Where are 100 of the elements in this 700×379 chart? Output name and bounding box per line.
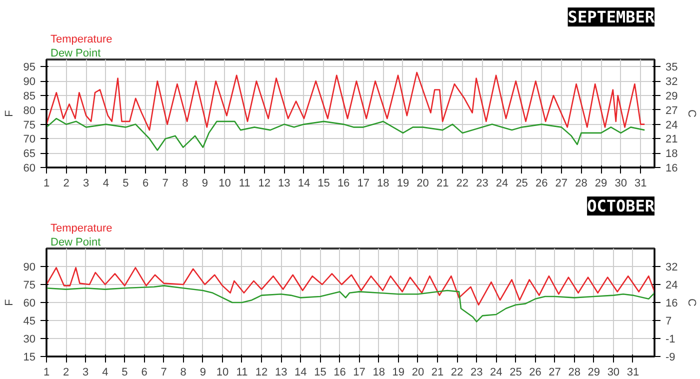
- x-tick-label: 23: [470, 366, 483, 378]
- x-tick-label: 15: [318, 178, 330, 190]
- y2-tick-label: -1: [666, 334, 676, 346]
- x-tick-label: 19: [396, 178, 410, 190]
- y2-tick-label: 18: [666, 148, 678, 160]
- x-tick-label: 31: [634, 178, 647, 190]
- x-tick-label: 27: [548, 366, 561, 378]
- line-series: [46, 72, 646, 131]
- x-tick-label: 27: [555, 178, 568, 190]
- y2-axis-title: C: [686, 298, 698, 307]
- y2-tick-label: 24: [666, 119, 678, 132]
- x-tick-label: 17: [353, 366, 366, 378]
- x-tick-label: 18: [372, 366, 385, 378]
- y-tick-label: 80: [23, 104, 36, 117]
- x-tick-label: 1: [43, 178, 50, 190]
- x-tick-label: 16: [337, 178, 350, 190]
- y-tick-label: 70: [23, 134, 36, 146]
- y-tick-label: 75: [23, 280, 36, 292]
- x-tick-label: 31: [626, 366, 640, 378]
- x-tick-label: 8: [180, 366, 186, 378]
- line-series: [46, 118, 646, 151]
- x-tick-label: 3: [83, 178, 90, 190]
- x-tick-label: 24: [490, 366, 502, 378]
- x-tick-label: 10: [218, 178, 231, 190]
- x-tick-label: 21: [431, 366, 444, 378]
- x-tick-label: 14: [298, 178, 310, 190]
- x-tick-label: 20: [416, 178, 429, 190]
- x-tick-label: 13: [274, 366, 288, 378]
- x-tick-label: 16: [334, 366, 346, 378]
- text: Temperature: [50, 34, 112, 46]
- y2-tick-label: 29: [666, 90, 678, 103]
- y-tick-label: 30: [23, 334, 36, 346]
- y-tick-label: 60: [23, 298, 36, 310]
- chart-title: SEPTEMBER: [568, 8, 655, 26]
- x-tick-label: 29: [594, 178, 608, 190]
- y-tick-label: 90: [23, 262, 36, 274]
- x-tick-label: 11: [236, 366, 248, 378]
- y2-tick-label: 27: [666, 104, 678, 117]
- x-tick-label: 21: [436, 178, 449, 190]
- y-tick-label: 65: [23, 148, 36, 160]
- x-tick-label: 7: [160, 366, 167, 378]
- x-tick-label: 12: [258, 178, 270, 190]
- x-tick-label: 28: [575, 178, 588, 190]
- y-axis-title: F: [3, 298, 16, 306]
- y2-tick-label: 16: [666, 298, 678, 310]
- y2-tick-label: 21: [666, 134, 678, 146]
- y2-tick-label: 16: [666, 162, 678, 174]
- y2-tick-label: 24: [666, 280, 678, 292]
- x-tick-label: 28: [568, 366, 580, 378]
- x-tick-label: 6: [142, 178, 149, 190]
- y-tick-label: 60: [23, 162, 36, 174]
- x-tick-label: 7: [162, 178, 168, 190]
- y-axis-title: F: [3, 110, 16, 117]
- x-tick-label: 10: [216, 366, 229, 378]
- line-series: [46, 285, 654, 322]
- x-tick-label: 14: [294, 366, 307, 378]
- y-tick-label: 75: [23, 119, 36, 132]
- y-tick-label: 95: [23, 62, 36, 74]
- text: Dew Point: [50, 48, 101, 60]
- x-tick-label: 9: [200, 366, 206, 378]
- x-tick-label: 3: [82, 366, 89, 378]
- x-tick-label: 13: [278, 178, 290, 190]
- x-tick-label: 12: [255, 366, 268, 378]
- y-tick-label: 85: [23, 90, 36, 102]
- y2-tick-label: 7: [666, 316, 672, 328]
- x-tick-label: 18: [377, 178, 390, 190]
- x-tick-label: 19: [392, 366, 405, 378]
- x-tick-label: 1: [43, 366, 50, 378]
- text: Temperature: [50, 222, 112, 234]
- y-tick-label: 15: [23, 352, 36, 364]
- line-series: [46, 267, 654, 306]
- x-tick-label: 29: [588, 366, 600, 378]
- x-tick-label: 22: [450, 366, 464, 378]
- x-tick-label: 9: [202, 178, 208, 190]
- x-tick-label: 20: [412, 366, 424, 378]
- x-tick-label: 5: [122, 366, 128, 378]
- x-tick-label: 4: [102, 178, 109, 190]
- y-tick-label: 90: [23, 76, 36, 88]
- x-tick-label: 15: [314, 366, 326, 378]
- y2-tick-label: -9: [666, 352, 676, 364]
- x-tick-label: 26: [529, 366, 542, 378]
- x-tick-label: 30: [607, 366, 620, 378]
- x-tick-label: 23: [476, 178, 488, 190]
- x-tick-label: 22: [456, 178, 469, 190]
- x-tick-label: 26: [535, 178, 548, 190]
- y2-tick-label: 35: [666, 62, 678, 74]
- x-tick-label: 4: [102, 366, 108, 378]
- x-tick-label: 2: [63, 178, 70, 190]
- chart-title: OCTOBER: [587, 196, 655, 216]
- y2-tick-label: 32: [666, 76, 678, 88]
- x-tick-label: 2: [62, 366, 70, 378]
- x-tick-label: 8: [182, 178, 188, 190]
- x-tick-label: 25: [516, 178, 528, 190]
- x-tick-label: 25: [510, 366, 522, 378]
- y2-tick-label: 32: [666, 262, 678, 274]
- x-tick-label: 24: [496, 178, 508, 190]
- x-tick-label: 5: [122, 178, 129, 190]
- y-tick-label: 45: [23, 316, 36, 328]
- x-tick-label: 17: [357, 178, 370, 190]
- x-tick-label: 6: [141, 366, 148, 378]
